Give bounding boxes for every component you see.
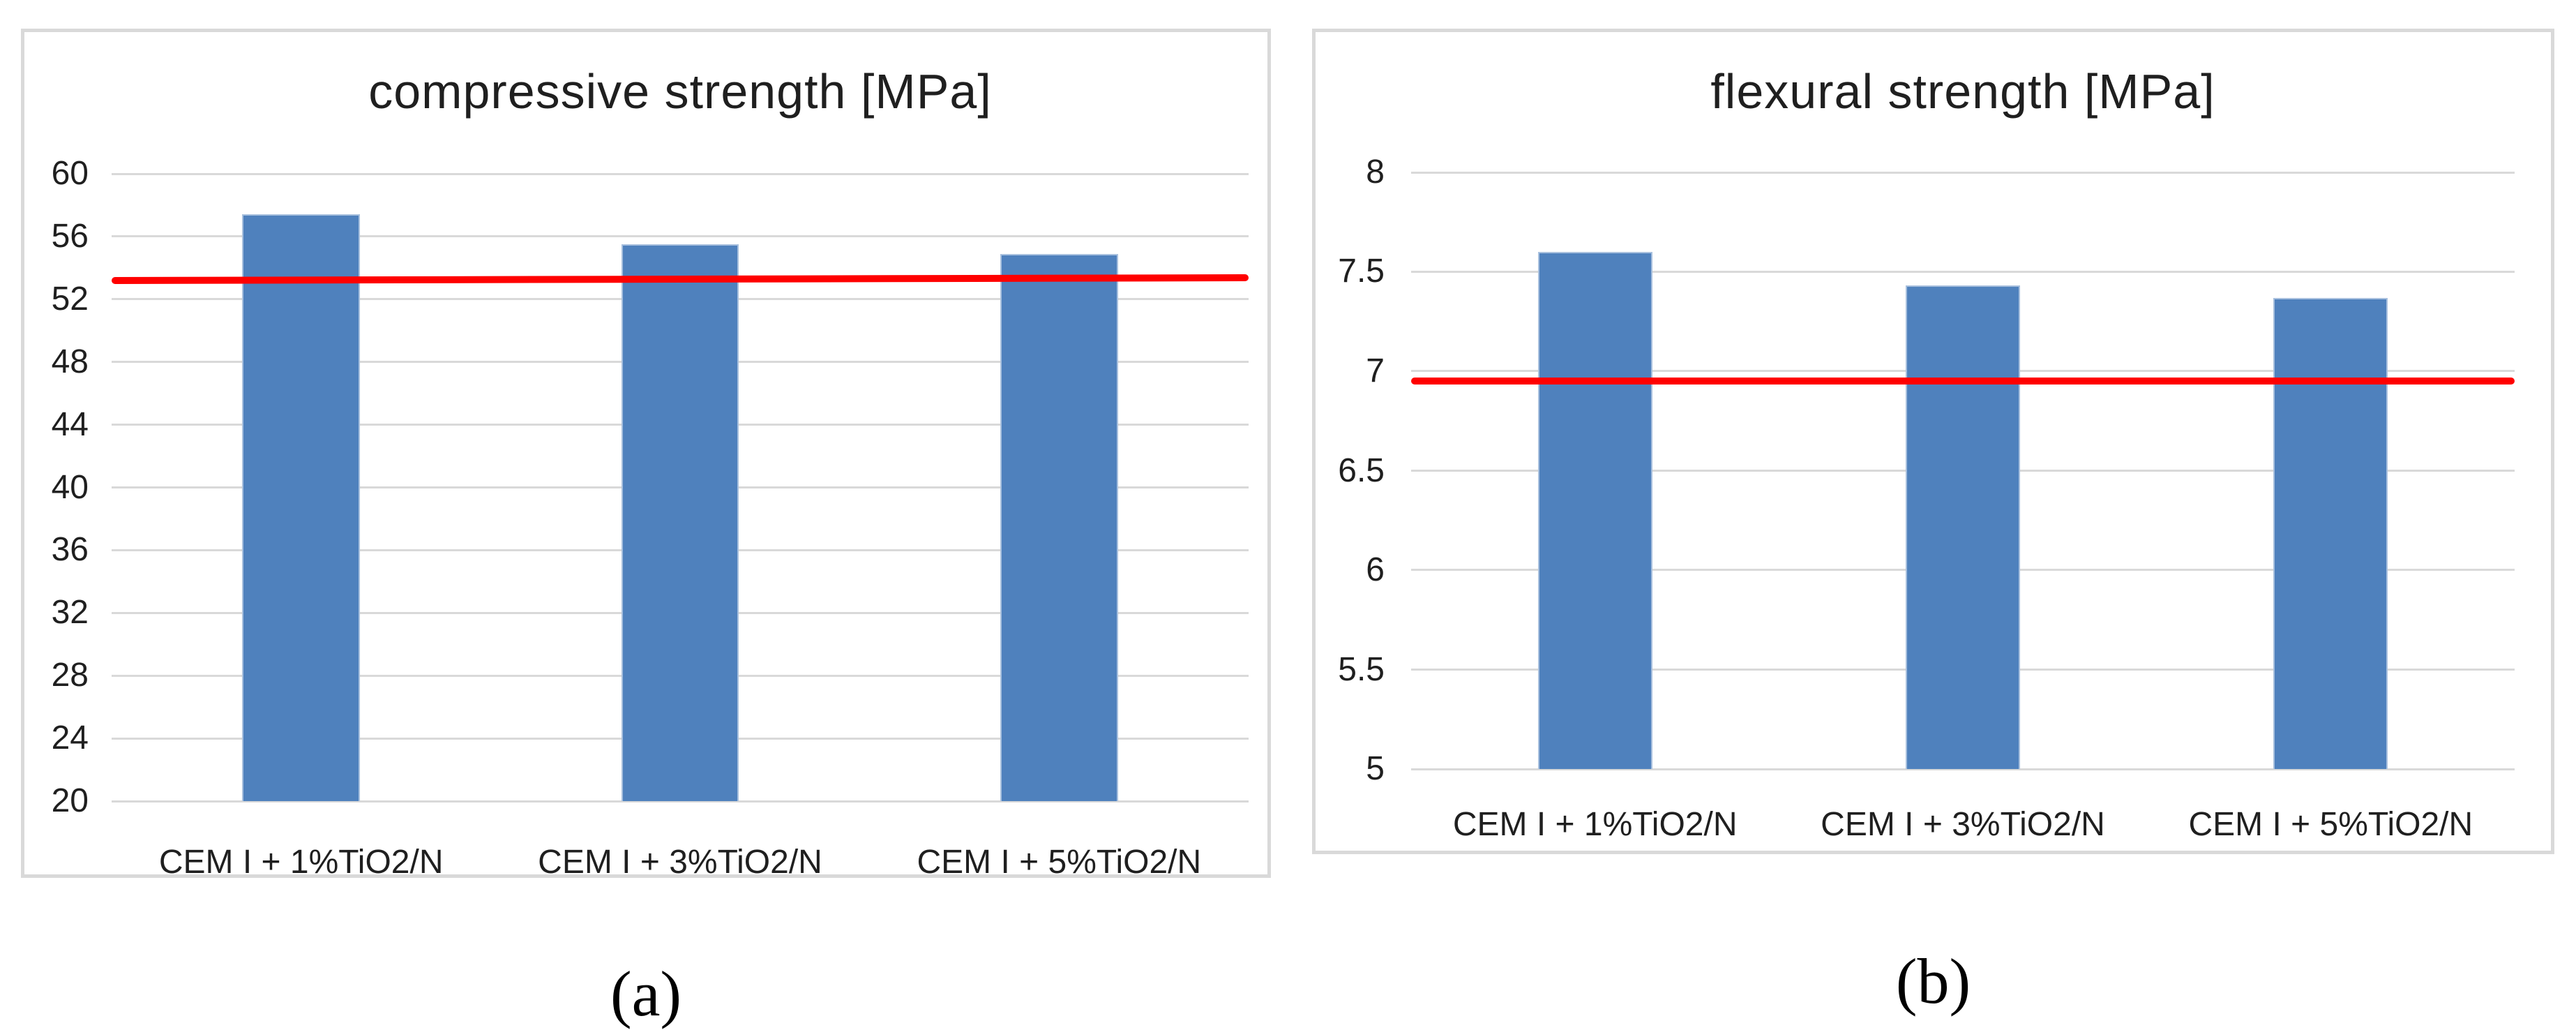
- gridline: [112, 172, 1249, 175]
- bar-3: [2273, 297, 2388, 769]
- y-tick-label: 40: [51, 468, 89, 506]
- gridline: [1411, 768, 2515, 770]
- y-tick-label: 56: [51, 217, 89, 255]
- y-axis: 8 7.5 7 6.5 6 5.5 5: [1316, 156, 1385, 786]
- x-axis: CEM I + 1%TiO2/N CEM I + 3%TiO2/N CEM I + …: [1411, 807, 2515, 849]
- bar-1: [242, 214, 361, 801]
- gridline: [112, 235, 1249, 238]
- x-axis: CEM I + 1%TiO2/N CEM I + 3%TiO2/N CEM I + …: [112, 844, 1249, 886]
- x-category-label: CEM I + 1%TiO2/N: [1452, 806, 1738, 843]
- y-tick-label: 28: [51, 657, 89, 694]
- x-category-label: CEM I + 5%TiO2/N: [2188, 806, 2473, 843]
- bar-3: [1000, 253, 1118, 801]
- x-category-label: CEM I + 1%TiO2/N: [158, 844, 444, 881]
- y-tick-label: 8: [1366, 154, 1385, 191]
- chart-title-flexural: flexural strength [MPa]: [1710, 64, 2215, 119]
- plot-area: [1411, 171, 2515, 770]
- x-category-label: CEM I + 3%TiO2/N: [538, 844, 822, 881]
- plot-area: [111, 172, 1249, 803]
- caption-a: (a): [610, 958, 682, 1029]
- y-tick-label: 6.5: [1338, 451, 1385, 489]
- y-tick-label: 32: [51, 594, 89, 632]
- y-tick-label: 60: [51, 155, 89, 192]
- y-tick-label: 48: [51, 343, 89, 380]
- y-axis: 60 56 52 48 44 40 36 32 28 24 20: [24, 157, 89, 818]
- y-tick-label: 5.5: [1338, 650, 1385, 688]
- chart-title-compressive: compressive strength [MPa]: [368, 64, 992, 119]
- y-tick-label: 6: [1366, 551, 1385, 588]
- gridline: [1411, 270, 2515, 273]
- y-tick-label: 36: [51, 531, 89, 569]
- chart-flexural-strength: flexural strength [MPa] 8 7.5 7 6.5 6 5.5 5 CE…: [1312, 29, 2554, 854]
- bar-2: [1906, 285, 2020, 769]
- y-tick-label: 44: [51, 405, 89, 443]
- y-tick-label: 7.5: [1338, 253, 1385, 290]
- chart-compressive-strength: compressive strength [MPa] 60 56 52 48 44 40 3…: [21, 29, 1271, 881]
- gridline: [112, 800, 1249, 803]
- bar-1: [1537, 252, 1652, 769]
- y-tick-label: 20: [51, 782, 89, 819]
- y-tick-label: 24: [51, 719, 89, 757]
- bar-2: [621, 244, 739, 801]
- x-category-label: CEM I + 5%TiO2/N: [917, 844, 1202, 881]
- caption-b: (b): [1895, 946, 1971, 1017]
- x-category-label: CEM I + 3%TiO2/N: [1821, 806, 2105, 843]
- y-tick-label: 7: [1366, 352, 1385, 389]
- y-tick-label: 5: [1366, 750, 1385, 787]
- y-tick-label: 52: [51, 280, 89, 318]
- gridline: [1411, 171, 2515, 174]
- reference-line: [1411, 378, 2515, 385]
